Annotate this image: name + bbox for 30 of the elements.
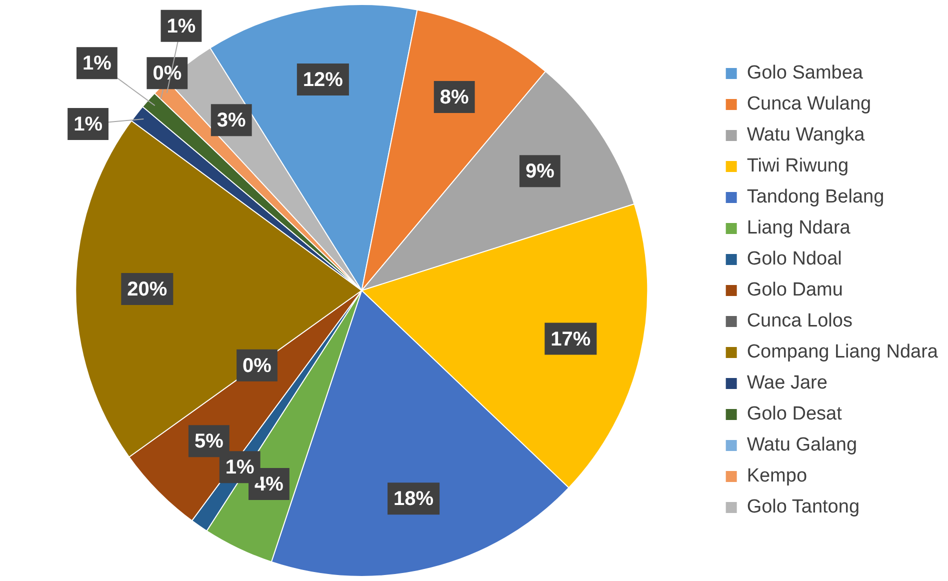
data-label: 9% [525, 160, 555, 183]
legend-label: Watu Galang [746, 434, 858, 456]
text: 0% [152, 62, 182, 85]
legend-label: Cunca Lolos [746, 310, 852, 332]
legend-label: Golo Tantong [746, 496, 860, 518]
legend-label: Compang Liang Ndara [746, 342, 938, 363]
data-label: 12% [302, 69, 344, 92]
data-label: 5% [194, 430, 224, 453]
data-label: 18% [394, 488, 434, 510]
legend-label: Watu Wangka [746, 124, 866, 146]
data-label: 4% [254, 473, 284, 496]
text: 0% [242, 354, 272, 377]
legend-label: Wae Jare [746, 372, 828, 394]
data-label: 8% [440, 86, 470, 109]
legend-label: Golo Desat [746, 404, 843, 425]
legend-label: Cunca Wulang [746, 94, 872, 115]
data-label: 1% [74, 113, 103, 136]
data-label: 1% [166, 15, 196, 38]
legend-label: Tandong Belang [746, 186, 884, 208]
data-label: 1% [225, 456, 255, 479]
legend-label: Golo Damu [746, 280, 843, 301]
legend-label: Golo Ndoal [746, 248, 842, 270]
data-label: 3% [216, 110, 246, 132]
legend-label: Kempo [746, 466, 808, 487]
data-label: 1% [82, 52, 112, 75]
legend-label: Tiwi Riwung [746, 156, 849, 177]
legend-label: Liang Ndara [746, 218, 851, 239]
data-label: 20% [127, 278, 168, 301]
legend-label: Golo Sambea [746, 62, 864, 84]
data-label: 17% [550, 328, 591, 350]
